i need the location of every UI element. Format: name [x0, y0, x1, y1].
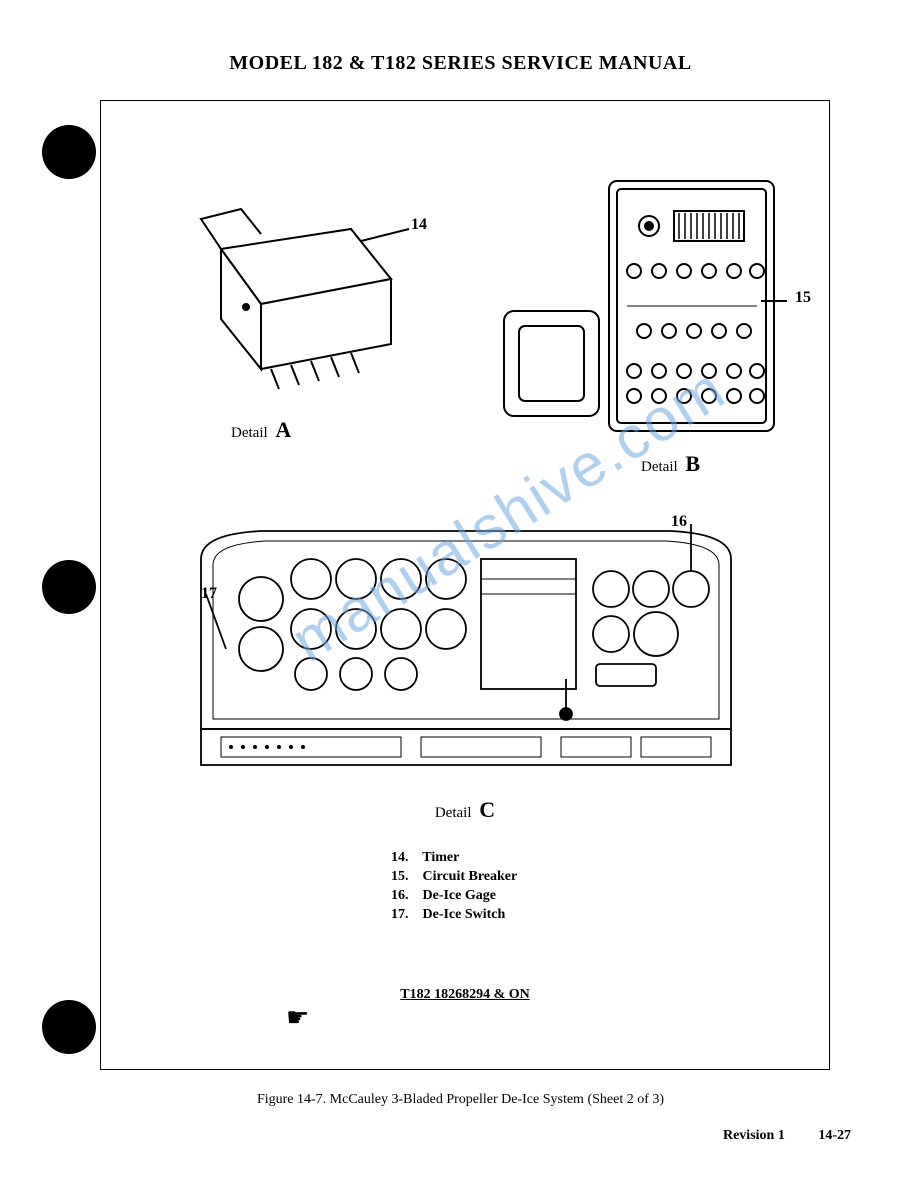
- page-title: MODEL 182 & T182 SERIES SERVICE MANUAL: [0, 52, 921, 75]
- legend-item: 17. De-Ice Switch: [391, 906, 517, 925]
- binder-hole: [42, 125, 96, 179]
- page-number: 14-27: [818, 1128, 851, 1143]
- detail-c-label: Detail C: [101, 797, 829, 823]
- legend-text: Timer: [422, 850, 459, 865]
- detail-label-letter: B: [685, 451, 700, 476]
- legend-text: Circuit Breaker: [423, 869, 518, 884]
- detail-b-label: Detail B: [641, 451, 700, 477]
- detail-a-figure: [161, 189, 441, 429]
- page-footer: Revision 1 14-27: [723, 1128, 851, 1144]
- pointer-hand-icon: ☛: [286, 1003, 309, 1033]
- legend-num: 14.: [391, 849, 419, 868]
- legend-text: De-Ice Gage: [423, 888, 496, 903]
- detail-label-prefix: Detail: [435, 805, 472, 821]
- callout-16: 16: [671, 513, 687, 531]
- figure-caption: Figure 14-7. McCauley 3-Bladed Propeller…: [0, 1092, 921, 1108]
- callout-15: 15: [795, 289, 811, 307]
- callout-14: 14: [411, 216, 427, 234]
- detail-label-letter: A: [275, 417, 291, 442]
- binder-hole: [42, 1000, 96, 1054]
- binder-hole: [42, 560, 96, 614]
- detail-label-prefix: Detail: [231, 425, 268, 441]
- legend-num: 17.: [391, 906, 419, 925]
- serial-range: T182 18268294 & ON: [101, 987, 829, 1003]
- legend-num: 15.: [391, 868, 419, 887]
- legend-item: 14. Timer: [391, 849, 517, 868]
- detail-c-figure: [171, 519, 761, 779]
- legend-item: 15. Circuit Breaker: [391, 868, 517, 887]
- detail-a-label: Detail A: [231, 417, 291, 443]
- callout-17: 17: [201, 585, 217, 603]
- detail-label-letter: C: [479, 797, 495, 822]
- legend-item: 16. De-Ice Gage: [391, 887, 517, 906]
- legend-text: De-Ice Switch: [423, 907, 506, 922]
- detail-label-prefix: Detail: [641, 459, 678, 475]
- detail-b-figure: [499, 171, 789, 451]
- legend-list: 14. Timer 15. Circuit Breaker 16. De-Ice…: [391, 849, 517, 925]
- content-frame: 14 Detail A: [100, 100, 830, 1070]
- revision-label: Revision 1: [723, 1128, 785, 1143]
- legend-num: 16.: [391, 887, 419, 906]
